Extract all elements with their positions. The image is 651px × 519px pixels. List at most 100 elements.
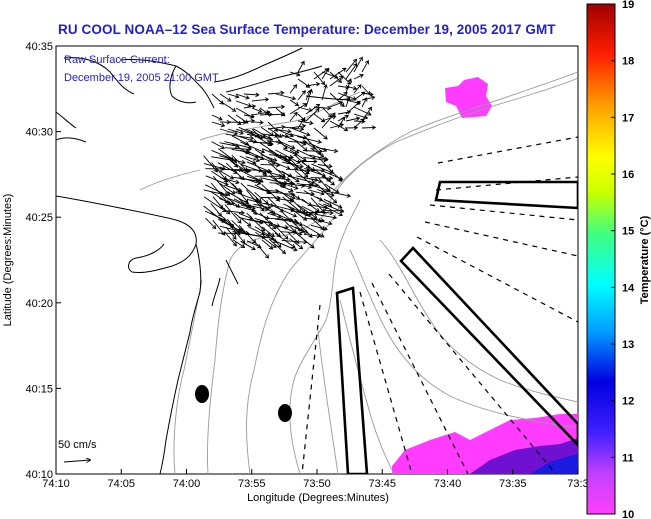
current-vector bbox=[205, 166, 225, 172]
current-label-line2: December 19, 2005 21:00 GMT bbox=[64, 72, 219, 84]
current-vector bbox=[318, 203, 344, 217]
current-vector bbox=[322, 176, 335, 186]
x-tick-label: 73:45 bbox=[368, 478, 396, 490]
current-vector bbox=[251, 120, 264, 125]
current-vector bbox=[289, 71, 301, 77]
current-vector bbox=[219, 93, 232, 102]
current-vector bbox=[329, 67, 347, 80]
current-vector bbox=[289, 84, 298, 94]
current-vector bbox=[324, 183, 340, 194]
current-vector bbox=[295, 232, 315, 249]
current-vector bbox=[287, 175, 316, 185]
current-vector bbox=[238, 169, 264, 183]
map-frame bbox=[55, 45, 579, 475]
current-vector bbox=[353, 73, 364, 80]
current-vector bbox=[268, 232, 282, 248]
x-axis: 74:10 74:05 74:00 73:55 73:50 73:45 73:40 73:35… bbox=[42, 469, 589, 490]
current-vector bbox=[240, 141, 266, 154]
current-vector bbox=[305, 103, 321, 115]
current-vector bbox=[259, 203, 274, 214]
y-tick-label: 40:15 bbox=[25, 383, 53, 395]
current-vector bbox=[309, 212, 338, 220]
current-vector bbox=[294, 226, 309, 234]
current-vector bbox=[288, 168, 311, 174]
colorbar-tick-label: 19 bbox=[622, 0, 634, 11]
colorbar-tick-label: 17 bbox=[622, 112, 634, 124]
y-tick-label: 40:35 bbox=[25, 41, 53, 53]
current-vector bbox=[317, 163, 333, 169]
current-vector bbox=[329, 101, 344, 108]
current-vector bbox=[322, 170, 344, 181]
current-vector bbox=[247, 198, 275, 208]
current-vector bbox=[235, 128, 255, 136]
current-vector bbox=[289, 99, 300, 106]
current-vector bbox=[305, 88, 313, 108]
current-vector bbox=[345, 62, 358, 80]
current-vector bbox=[290, 224, 306, 233]
current-vector bbox=[211, 114, 223, 121]
current-vector bbox=[296, 182, 313, 190]
current-vector bbox=[323, 198, 343, 209]
scale-arrow bbox=[63, 460, 90, 462]
current-vector bbox=[245, 149, 265, 160]
current-vector bbox=[313, 71, 326, 86]
current-vector bbox=[203, 189, 225, 197]
current-vector bbox=[321, 112, 336, 129]
current-vector bbox=[240, 240, 256, 251]
radial-track-lines bbox=[301, 136, 578, 474]
current-vector bbox=[267, 124, 286, 130]
y-tick-label: 40:20 bbox=[25, 298, 53, 310]
current-vector bbox=[269, 154, 294, 160]
current-vector bbox=[361, 97, 368, 108]
current-vector bbox=[232, 239, 246, 248]
y-tick-label: 40:30 bbox=[25, 127, 53, 139]
y-axis: 40:35 40:30 40:25 40:20 40:15 40:10 bbox=[25, 41, 61, 481]
colorbar-tick-label: 15 bbox=[622, 226, 634, 238]
current-vector bbox=[275, 226, 289, 240]
current-vector bbox=[280, 156, 299, 170]
current-vector bbox=[219, 100, 237, 112]
x-tick-label: 73:3 bbox=[567, 478, 588, 490]
current-vector bbox=[268, 238, 287, 255]
current-vector bbox=[315, 219, 333, 226]
current-vector bbox=[310, 147, 325, 158]
x-axis-title: Longitude (Degrees:Minutes) bbox=[247, 492, 389, 504]
current-vector bbox=[302, 140, 317, 150]
y-tick-label: 40:25 bbox=[25, 212, 53, 224]
current-vector bbox=[224, 204, 242, 224]
current-vector bbox=[255, 231, 277, 248]
current-vector bbox=[345, 116, 361, 122]
current-vector bbox=[219, 170, 235, 180]
current-vector bbox=[316, 147, 339, 154]
current-vector bbox=[280, 230, 298, 235]
current-vector bbox=[218, 191, 241, 208]
current-vector bbox=[345, 100, 361, 115]
current-vector bbox=[324, 208, 345, 213]
colorbar-title: Temperature (°C) bbox=[639, 215, 651, 304]
current-vector bbox=[345, 96, 351, 108]
current-vector bbox=[224, 141, 252, 150]
current-vector bbox=[268, 191, 296, 197]
current-vector bbox=[361, 125, 377, 130]
current-vector bbox=[246, 175, 263, 183]
current-vector bbox=[289, 238, 304, 250]
current-vector bbox=[274, 182, 294, 193]
current-vector bbox=[275, 240, 298, 252]
current-vector bbox=[337, 92, 357, 101]
current-label-line1: Raw Surface Current: bbox=[64, 54, 170, 66]
current-vector bbox=[261, 239, 274, 250]
current-vector bbox=[240, 204, 256, 211]
current-vector bbox=[288, 140, 308, 145]
current-vector bbox=[289, 111, 298, 122]
current-vector bbox=[315, 210, 334, 216]
colorbar-tick-label: 11 bbox=[622, 452, 634, 464]
current-vector bbox=[267, 111, 286, 117]
station-dot-2 bbox=[278, 404, 292, 422]
x-tick-label: 74:10 bbox=[42, 478, 70, 490]
current-vector bbox=[239, 155, 257, 165]
current-vector bbox=[245, 156, 261, 163]
current-vector bbox=[353, 84, 362, 94]
current-vector bbox=[227, 120, 247, 125]
current-vector bbox=[260, 154, 278, 162]
